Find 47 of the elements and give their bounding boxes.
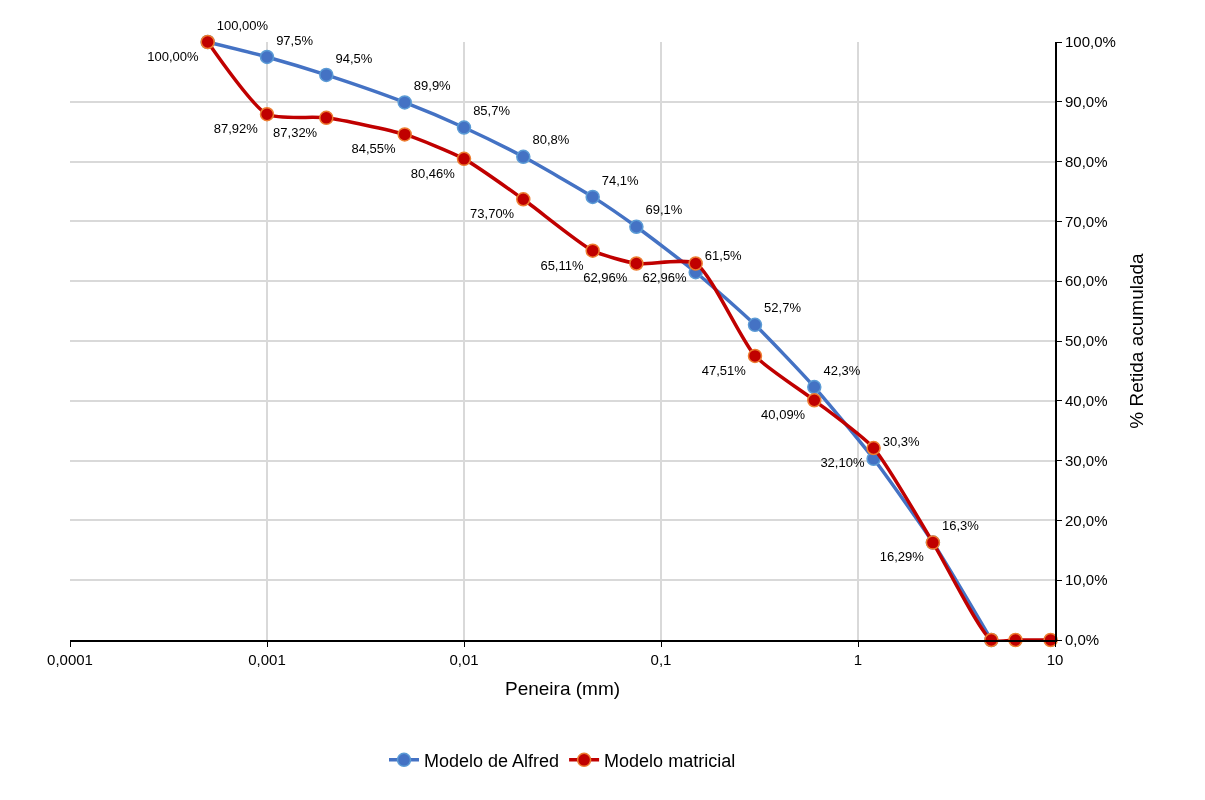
data-label: 16,29% xyxy=(879,549,925,565)
data-label: 65,11% xyxy=(540,257,584,273)
data-label: 32,10% xyxy=(820,454,865,470)
data-label: 84,55% xyxy=(351,141,397,157)
data-label: 85,7% xyxy=(473,103,511,119)
x-tick-label: 1 xyxy=(853,651,863,668)
x-tick-label: 0,1 xyxy=(650,651,672,668)
data-label: 80,46% xyxy=(410,165,456,181)
data-label: 89,9% xyxy=(413,78,452,94)
data-label: 100,00% xyxy=(216,17,269,33)
y-tick-label: 80,0% xyxy=(1065,152,1108,170)
data-label: 40,09% xyxy=(761,407,806,423)
data-label: 52,7% xyxy=(764,300,802,316)
data-label: 97,5% xyxy=(276,32,314,48)
data-label: 69,1% xyxy=(645,202,683,218)
x-axis-title: Peneira (mm) xyxy=(504,678,621,700)
data-label: 61,5% xyxy=(704,247,743,263)
data-label: 62,96% xyxy=(583,270,628,286)
y-tick-label: 30,0% xyxy=(1065,451,1108,469)
y-tick-label: 100,0% xyxy=(1065,33,1116,51)
y-tick-label: 10,0% xyxy=(1065,571,1108,589)
data-label: 73,70% xyxy=(470,206,515,222)
y-tick-label: 20,0% xyxy=(1065,511,1108,529)
data-label: 80,8% xyxy=(532,132,570,148)
data-label: 42,3% xyxy=(823,362,861,378)
data-label: 87,92% xyxy=(213,121,259,137)
x-tick-label: 0,01 xyxy=(449,651,479,668)
data-label: 30,3% xyxy=(882,434,921,450)
data-label: 62,96% xyxy=(642,270,687,286)
y-tick-label: 0,0% xyxy=(1065,631,1100,649)
x-tick-label: 0,0001 xyxy=(47,651,93,668)
legend-label: Modelo de Alfred xyxy=(424,750,560,771)
x-tick-label: 10 xyxy=(1046,651,1064,668)
y-tick-label: 60,0% xyxy=(1065,272,1108,290)
data-label: 94,5% xyxy=(335,50,373,66)
x-tick-label: 0,001 xyxy=(248,651,286,668)
data-label: 16,3% xyxy=(942,518,980,534)
data-label: 47,51% xyxy=(701,362,747,378)
y-axis-title: % Retida acumulada xyxy=(1126,252,1148,429)
data-label: 74,1% xyxy=(601,172,640,188)
data-label: 100,00% xyxy=(147,48,200,64)
y-tick-label: 70,0% xyxy=(1065,212,1108,230)
legend-label: Modelo matricial xyxy=(604,750,736,771)
y-tick-label: 40,0% xyxy=(1065,392,1108,410)
y-tick-label: 50,0% xyxy=(1065,332,1108,350)
data-label: 87,32% xyxy=(273,124,318,140)
y-tick-label: 90,0% xyxy=(1065,93,1108,111)
